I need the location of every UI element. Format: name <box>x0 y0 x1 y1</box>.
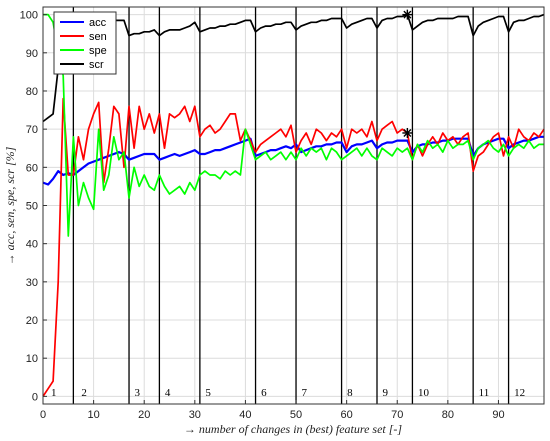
star-marker-stroke <box>403 128 412 137</box>
series-line-sen <box>42 97 545 397</box>
legend-label-sen: sen <box>89 31 107 43</box>
y-tick-label: 60 <box>26 162 38 174</box>
legend-label-spe: spe <box>89 45 107 57</box>
y-tick-label: 0 <box>32 391 38 403</box>
legend: acc sen spe scr <box>53 11 117 75</box>
y-tick-label: 50 <box>26 201 38 213</box>
x-axis-ticks: 0 10 20 30 40 50 60 70 80 90 <box>40 400 505 421</box>
x-tick-label: 70 <box>391 409 403 421</box>
x-tick-label: 50 <box>290 409 302 421</box>
star-marker-scr <box>402 9 413 20</box>
x-tick-label: 30 <box>189 409 201 421</box>
y-tick-label: 100 <box>20 10 38 22</box>
y-tick-label: 70 <box>26 124 38 136</box>
x-axis-label: → number of changes in (best) feature se… <box>184 422 403 436</box>
segment-labels: 1 2 3 4 5 6 7 8 9 10 11 12 <box>51 387 525 399</box>
legend-label-scr: scr <box>89 59 104 71</box>
x-tick-label: 60 <box>341 409 353 421</box>
y-tick-label: 40 <box>26 239 38 251</box>
segment-label: 5 <box>205 387 211 399</box>
y-tick-label: 10 <box>26 353 38 365</box>
series-lines <box>42 13 545 397</box>
segment-label: 3 <box>135 387 141 399</box>
segment-boundaries <box>72 7 510 404</box>
x-tick-label: 10 <box>87 409 99 421</box>
segment-label: 7 <box>302 387 308 399</box>
segment-label: 8 <box>347 387 353 399</box>
segment-label: 2 <box>81 387 87 399</box>
y-tick-label: 90 <box>26 48 38 60</box>
series-line-scr <box>42 13 545 123</box>
star-marker-stroke <box>403 10 412 19</box>
legend-label-acc: acc <box>89 17 107 29</box>
y-axis-ticks: 0 10 20 30 40 50 60 70 80 90 100 <box>20 10 47 403</box>
series-line-spe <box>43 13 544 237</box>
segment-label: 1 <box>51 387 57 399</box>
x-tick-label: 40 <box>239 409 251 421</box>
segment-label: 4 <box>165 387 171 399</box>
grid <box>42 7 544 404</box>
segment-label: 10 <box>418 387 430 399</box>
segment-label: 11 <box>479 387 490 399</box>
y-tick-label: 20 <box>26 315 38 327</box>
star-marker-sen <box>402 127 413 138</box>
highlight-markers <box>402 9 413 138</box>
segment-label: 9 <box>383 387 389 399</box>
segment-label: 6 <box>261 387 267 399</box>
y-tick-label: 30 <box>26 277 38 289</box>
x-tick-label: 80 <box>442 409 454 421</box>
x-tick-label: 20 <box>138 409 150 421</box>
x-tick-label: 0 <box>40 409 46 421</box>
y-axis-label: → acc, sen, spe, scr [%] <box>3 146 17 265</box>
segment-label: 12 <box>514 387 525 399</box>
y-tick-label: 80 <box>26 86 38 98</box>
series-line-acc <box>42 135 544 186</box>
x-tick-label: 90 <box>492 409 504 421</box>
